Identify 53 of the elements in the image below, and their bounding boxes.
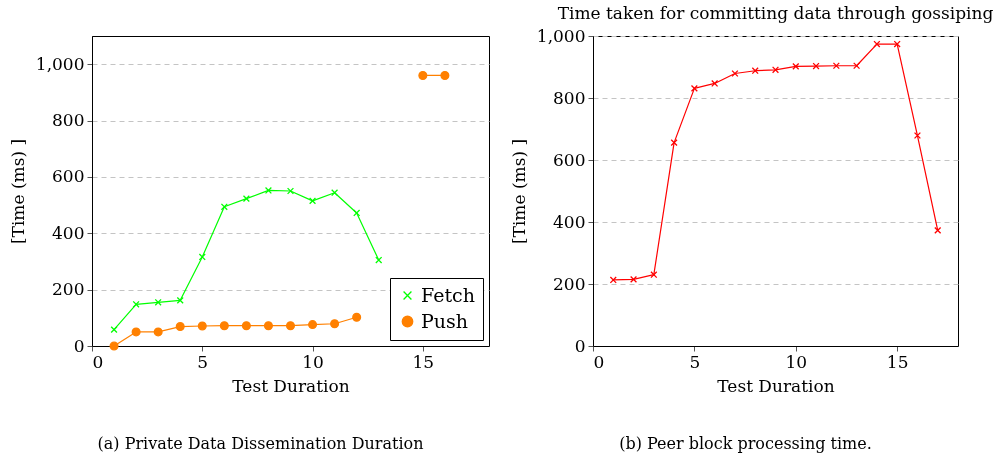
point (197, 321, 207, 331)
y-axis-title: [Time (ms) ] (508, 138, 529, 245)
point (418, 70, 428, 80)
x-axis-title: Test Duration (717, 375, 835, 396)
point (353, 209, 361, 217)
point (176, 296, 184, 304)
y-tick-label: 400 (52, 222, 85, 243)
x-tick-label: 15 (412, 351, 435, 372)
x-tick-label: 5 (197, 351, 209, 372)
x-axis-title: Test Duration (232, 375, 350, 396)
text: (a) Private Data Dissemination Duration (97, 434, 424, 453)
point (132, 300, 140, 308)
x-tick-label: 10 (302, 351, 324, 372)
chart-title: Time taken for committing data through gossiping (557, 3, 994, 23)
y-tick-label: 0 (73, 335, 85, 356)
point (308, 320, 318, 330)
point (241, 321, 251, 331)
y-tick-label: 200 (553, 273, 586, 294)
x-tick-label: 15 (886, 351, 909, 372)
y-tick-label: 200 (52, 279, 85, 300)
y-tick-label: 0 (574, 335, 586, 356)
point (285, 321, 296, 331)
x-tick-label: 5 (689, 351, 701, 372)
point (330, 319, 340, 329)
point (154, 298, 162, 306)
point (131, 327, 141, 337)
point (198, 253, 206, 261)
point (153, 327, 163, 337)
legend-label: Fetch (421, 283, 475, 306)
y-tick-label: 600 (553, 149, 586, 170)
point (219, 321, 229, 331)
point (109, 341, 119, 351)
point (286, 187, 295, 195)
y-tick-label: 1,000 (536, 25, 586, 46)
y-tick-label: 1,000 (35, 53, 85, 74)
text: (b) Peer block processing time. (619, 434, 872, 453)
point (263, 321, 273, 331)
point (352, 312, 362, 322)
point (220, 203, 228, 211)
legend-label: Push (421, 309, 469, 332)
x-tick-label: 10 (785, 351, 808, 372)
point (309, 197, 317, 205)
point (175, 322, 185, 332)
y-axis-title: [Time (ms) ] (7, 138, 28, 245)
x-tick-label: 0 (593, 351, 605, 372)
y-tick-label: 800 (52, 110, 85, 131)
y-tick-label: 600 (52, 166, 85, 187)
point (110, 326, 118, 334)
x-tick-label: 0 (92, 351, 104, 372)
y-tick-label: 400 (553, 211, 586, 232)
point (375, 256, 383, 264)
y-tick-label: 800 (553, 87, 586, 108)
point (440, 70, 450, 80)
